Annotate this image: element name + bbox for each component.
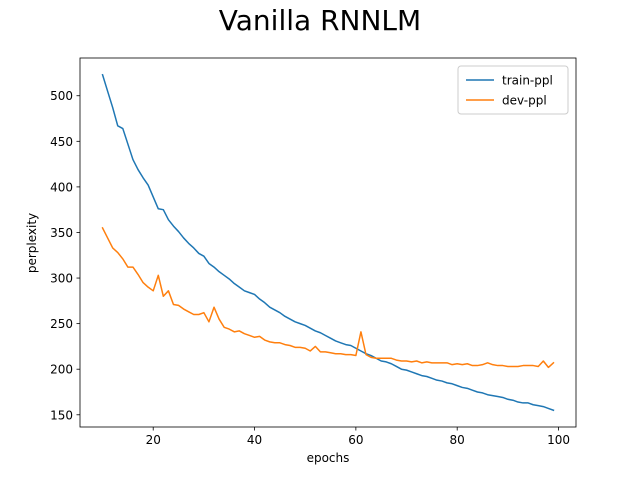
x-tick-label: 40 <box>247 433 262 447</box>
y-tick-label: 400 <box>50 180 73 194</box>
x-tick-label: 80 <box>450 433 465 447</box>
plot-frame <box>79 57 577 428</box>
legend-label: dev-ppl <box>502 94 547 108</box>
y-tick-label: 300 <box>50 272 73 286</box>
line-series <box>101 226 555 369</box>
legend-label: train-ppl <box>502 74 553 88</box>
y-tick-label: 250 <box>50 317 73 331</box>
line-series <box>101 73 555 412</box>
y-tick-label: 150 <box>50 408 73 422</box>
x-tick-label: 60 <box>348 433 363 447</box>
x-tick-label: 20 <box>146 433 161 447</box>
legend-box <box>457 65 569 115</box>
y-tick-label: 200 <box>50 363 73 377</box>
y-axis-label: perplexity <box>25 213 39 273</box>
y-tick-label: 450 <box>50 135 73 149</box>
y-tick-label: 350 <box>50 226 73 240</box>
chart-title: Vanilla RNNLM <box>219 4 421 37</box>
x-axis-label: epochs <box>307 451 350 465</box>
y-tick-label: 500 <box>50 89 73 103</box>
x-tick-label: 100 <box>547 433 570 447</box>
